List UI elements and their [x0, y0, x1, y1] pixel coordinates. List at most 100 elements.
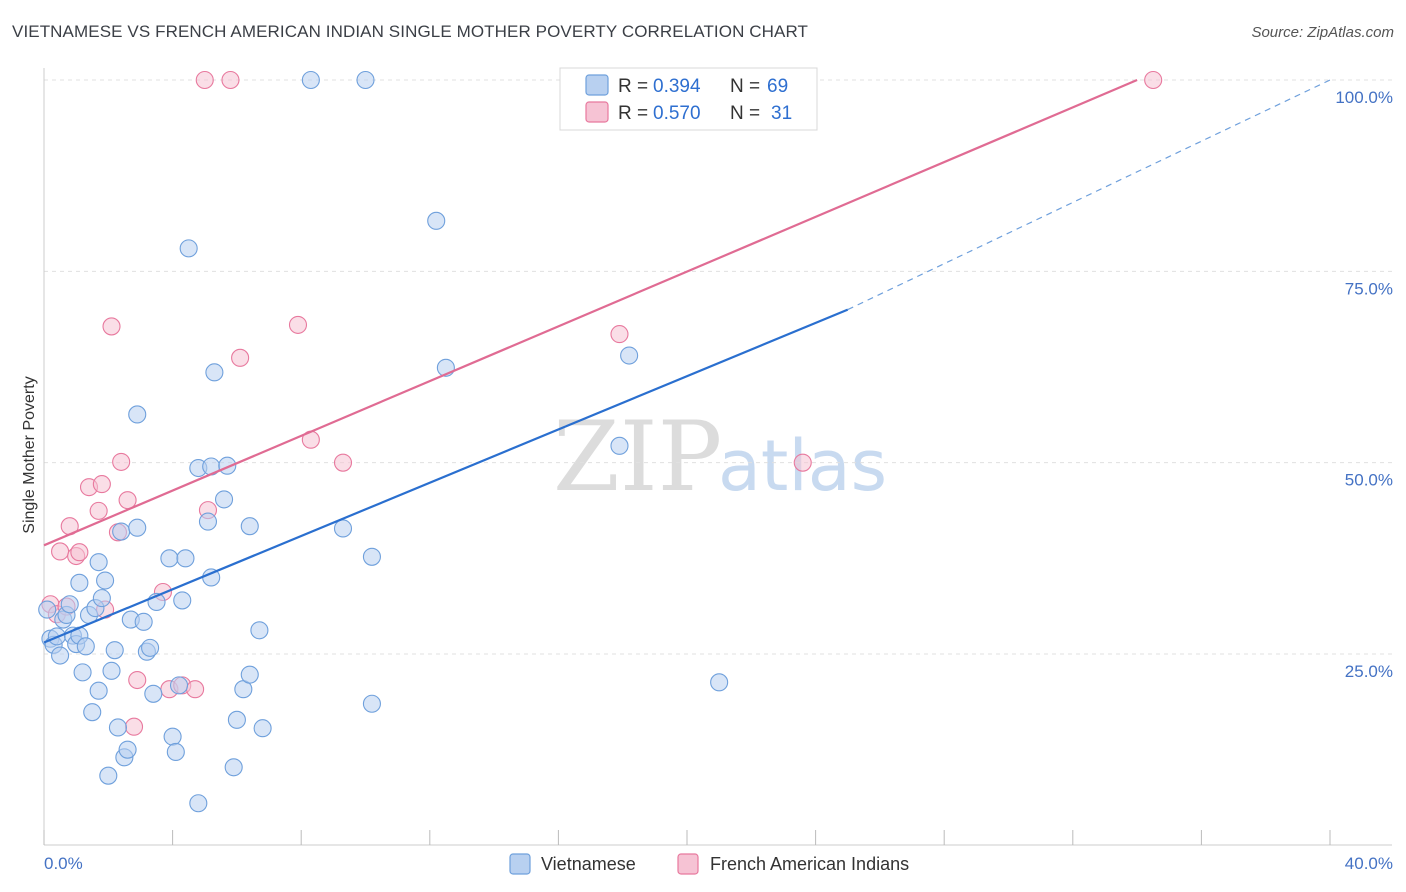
point-french-american-indians	[128, 670, 147, 690]
source-label: Source: ZipAtlas.com	[1251, 24, 1394, 41]
watermark-zip: ZIP	[553, 401, 722, 513]
legend-r-label-french: R =	[618, 103, 648, 124]
point-vietnamese	[96, 571, 115, 590]
point-vietnamese	[112, 522, 131, 541]
legend-n-value-french: 31	[771, 103, 792, 124]
point-french-american-indians	[124, 717, 144, 736]
bottom-legend-swatch-vietnamese	[509, 853, 531, 875]
series-legend: Vietnamese French American Indians	[509, 853, 909, 875]
point-vietnamese	[301, 70, 320, 90]
point-vietnamese	[166, 742, 185, 762]
point-vietnamese	[620, 346, 639, 365]
point-vietnamese	[253, 719, 272, 738]
point-vietnamese	[92, 589, 111, 608]
point-french-american-indians	[221, 70, 240, 90]
point-vietnamese	[240, 517, 259, 536]
gridlines	[44, 79, 1392, 655]
point-vietnamese	[60, 595, 79, 614]
point-french-american-indians	[231, 348, 250, 367]
legend-n-label-vietnamese: N =	[730, 76, 760, 97]
point-vietnamese	[173, 591, 192, 610]
point-vietnamese	[160, 549, 179, 568]
point-french-american-indians	[288, 315, 308, 334]
x-tick-marks	[43, 830, 1331, 845]
y-tick-label: 25.0%	[1345, 662, 1393, 681]
point-vietnamese	[176, 549, 195, 568]
point-vietnamese	[51, 646, 70, 665]
legend-r-value-vietnamese: 0.394	[653, 76, 701, 97]
point-vietnamese	[128, 518, 147, 537]
point-french-american-indians	[112, 452, 131, 471]
legend-n-value-vietnamese: 69	[767, 76, 788, 97]
point-vietnamese	[141, 638, 160, 657]
correlation-legend: R = 0.394 N = 69 R = 0.570 N = 31	[559, 67, 818, 131]
point-vietnamese	[102, 661, 121, 680]
point-vietnamese	[227, 710, 246, 729]
trendline-vietnamese-extension	[847, 79, 1331, 311]
trendline-vietnamese	[43, 308, 849, 644]
point-vietnamese	[362, 547, 381, 566]
trend-lines	[43, 78, 1331, 644]
point-vietnamese	[224, 758, 243, 777]
point-vietnamese	[118, 740, 137, 759]
point-vietnamese	[362, 694, 381, 713]
bottom-legend-swatch-french	[677, 853, 699, 875]
point-french-american-indians	[186, 680, 205, 699]
legend-swatch-french-american-indians	[585, 101, 609, 123]
y-tick-label: 100.0%	[1335, 88, 1393, 107]
point-vietnamese	[134, 612, 153, 631]
point-french-american-indians	[610, 325, 629, 344]
point-vietnamese	[610, 436, 629, 455]
point-vietnamese	[427, 211, 446, 230]
y-tick-label: 50.0%	[1345, 471, 1393, 490]
point-vietnamese	[189, 794, 208, 813]
x-tick-label-max: 40.0%	[1345, 854, 1393, 873]
point-french-american-indians	[51, 542, 70, 561]
point-french-american-indians	[793, 453, 812, 472]
point-vietnamese	[38, 600, 57, 619]
point-french-american-indians	[102, 317, 121, 336]
point-vietnamese	[105, 641, 124, 660]
point-vietnamese	[128, 405, 147, 424]
point-vietnamese	[76, 637, 95, 656]
point-vietnamese	[333, 519, 353, 538]
point-vietnamese	[169, 676, 189, 695]
point-french-american-indians	[1144, 70, 1163, 90]
point-vietnamese	[214, 490, 234, 509]
y-tick-labels: 25.0% 50.0% 75.0% 100.0%	[1335, 88, 1393, 681]
point-french-american-indians	[333, 453, 353, 472]
point-vietnamese	[99, 766, 118, 785]
legend-r-value-french: 0.570	[653, 103, 701, 124]
point-vietnamese	[198, 512, 218, 531]
chart-title: VIETNAMESE VS FRENCH AMERICAN INDIAN SIN…	[12, 22, 809, 41]
point-vietnamese	[70, 573, 89, 592]
point-vietnamese	[240, 665, 259, 684]
y-axis-label: Single Mother Poverty	[21, 376, 38, 533]
point-vietnamese	[144, 684, 163, 703]
point-french-american-indians	[89, 501, 108, 520]
point-vietnamese	[89, 681, 108, 700]
bottom-legend-label-french: French American Indians	[710, 854, 909, 874]
point-french-american-indians	[195, 70, 214, 90]
point-vietnamese	[250, 621, 269, 640]
point-vietnamese	[108, 718, 127, 737]
point-vietnamese	[83, 703, 102, 722]
point-french-american-indians	[92, 475, 111, 494]
x-tick-label-min: 0.0%	[44, 854, 83, 873]
point-vietnamese	[356, 70, 375, 90]
trendline-french-american-indians	[43, 78, 1138, 547]
point-vietnamese	[89, 553, 108, 572]
legend-n-label-french: N =	[730, 103, 760, 124]
point-vietnamese	[710, 673, 729, 692]
point-french-american-indians	[70, 543, 89, 562]
legend-swatch-vietnamese	[585, 74, 609, 96]
series-vietnamese	[38, 70, 729, 813]
point-vietnamese	[205, 363, 224, 382]
point-vietnamese	[163, 727, 182, 746]
y-tick-label: 75.0%	[1345, 279, 1393, 298]
bottom-legend-label-vietnamese: Vietnamese	[541, 854, 636, 874]
axes	[43, 68, 1392, 846]
point-vietnamese	[179, 239, 198, 258]
point-vietnamese	[73, 663, 92, 682]
